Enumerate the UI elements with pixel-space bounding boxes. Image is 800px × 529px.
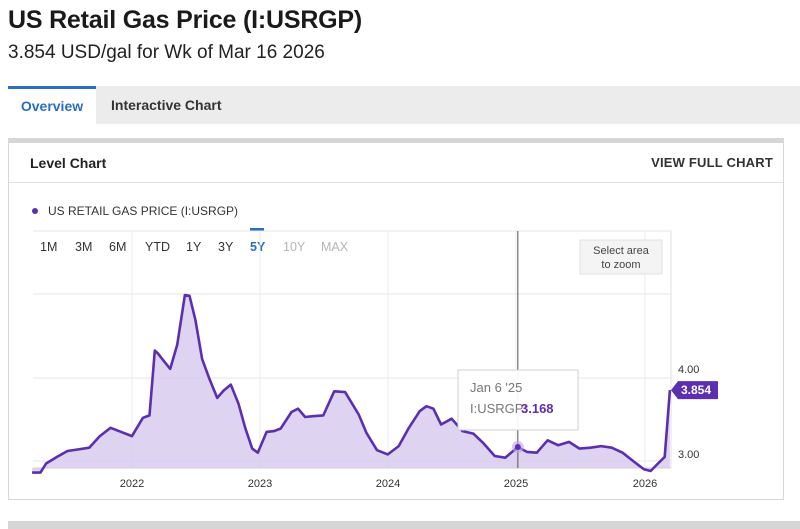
bottom-divider (8, 521, 800, 529)
x-tick-label: 2026 (633, 478, 657, 490)
tooltip-series-label: I:USRGP: (470, 401, 527, 416)
range-button-ytd[interactable]: YTD (145, 240, 170, 254)
panel-header: Level Chart VIEW FULL CHART (9, 143, 783, 183)
tab-overview[interactable]: Overview (8, 86, 96, 124)
range-button-1m[interactable]: 1M (40, 240, 57, 254)
panel-title: Level Chart (30, 155, 107, 171)
tab-bar: Overview Interactive Chart (8, 86, 800, 124)
legend-label: US RETAIL GAS PRICE (I:USRGP) (48, 204, 238, 218)
zoom-hint-box (579, 239, 663, 275)
last-value-flag (671, 381, 718, 400)
range-button-3y[interactable]: 3Y (218, 240, 234, 254)
x-tick-label: 2023 (248, 478, 272, 490)
zoom-hint-line-2: to zoom (601, 259, 640, 271)
view-full-chart-link[interactable]: VIEW FULL CHART (651, 155, 773, 170)
range-button-6m[interactable]: 6M (109, 240, 126, 254)
tooltip-date: Jan 6 '25 (470, 380, 522, 395)
zoom-hint-line-1: Select area (593, 245, 650, 257)
tooltip-box (457, 369, 579, 431)
y-tick-label: 4.00 (678, 364, 699, 376)
hover-point (514, 444, 521, 451)
page-title: US Retail Gas Price (I:USRGP) (8, 6, 363, 34)
series-area (32, 295, 670, 473)
x-tick-label: 2022 (120, 478, 144, 490)
range-button-10y: 10Y (283, 240, 306, 254)
range-button-max: MAX (321, 240, 349, 254)
range-selected-marker (250, 228, 264, 231)
series-line (32, 293, 672, 474)
x-tick-label: 2025 (504, 478, 528, 490)
tooltip-value: 3.168 (521, 401, 554, 416)
current-price-subtitle: 3.854 USD/gal for Wk of Mar 16 2026 (8, 42, 325, 63)
range-button-1y[interactable]: 1Y (186, 240, 202, 254)
range-button-5y[interactable]: 5Y (250, 240, 266, 254)
legend-dot (32, 208, 38, 214)
tab-interactive-chart[interactable]: Interactive Chart (111, 97, 222, 113)
range-button-3m[interactable]: 3M (75, 240, 92, 254)
y-tick-label: 3.00 (678, 449, 699, 461)
last-value-label: 3.854 (681, 383, 711, 397)
x-tick-label: 2024 (376, 478, 400, 490)
